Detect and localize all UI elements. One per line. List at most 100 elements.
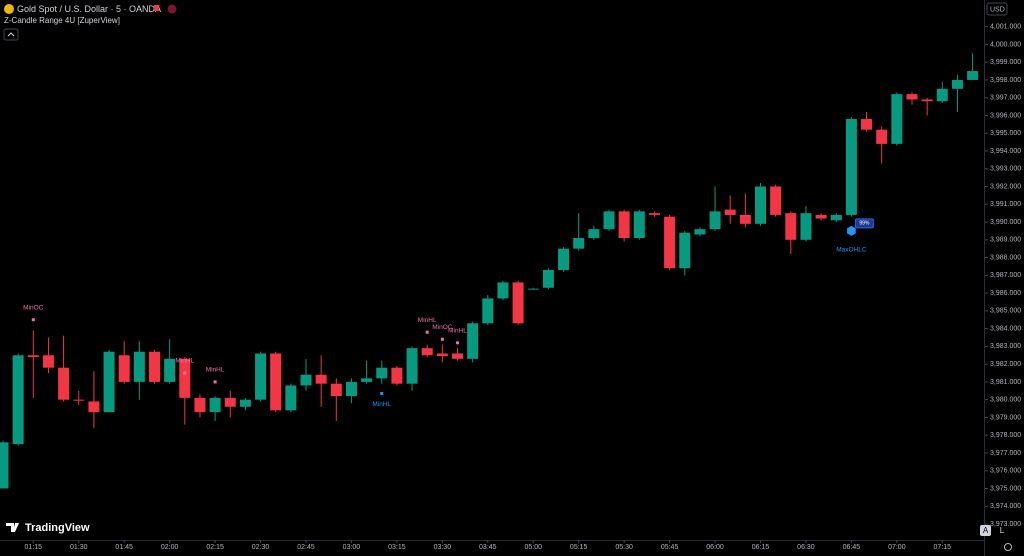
candle-body (27, 355, 39, 358)
y-tick-label: 3,983.000 (990, 343, 1021, 350)
x-tick-label: 05:45 (661, 544, 679, 551)
log-scale-label[interactable]: L (1000, 526, 1005, 535)
candle-body (209, 397, 221, 413)
x-tick-label: 02:30 (252, 544, 270, 551)
candle-body (709, 211, 721, 230)
candle-body (770, 186, 782, 215)
annotation-badge-box (854, 218, 874, 229)
x-tick-label: 03:45 (479, 544, 497, 551)
candle-body (815, 214, 827, 219)
y-tick-label: 3,997.000 (990, 95, 1021, 102)
x-tick-label: 01:45 (115, 544, 133, 551)
candle-body (133, 351, 145, 382)
y-tick-label: 4,001.000 (990, 23, 1021, 30)
x-tick-label: 07:15 (934, 544, 952, 551)
auto-scale-button[interactable] (980, 525, 991, 536)
y-tick-label: 3,993.000 (990, 166, 1021, 173)
x-tick-label: 02:15 (206, 544, 224, 551)
candle-body (164, 358, 176, 382)
x-tick-label: 01:15 (25, 544, 43, 551)
candle-body (224, 397, 236, 407)
y-tick-label: 3,992.000 (990, 183, 1021, 190)
x-tick-label: 02:45 (297, 544, 315, 551)
brand-logo (6, 523, 19, 532)
annotation-label: MinHL (175, 358, 194, 365)
y-tick-label: 4,000.000 (990, 41, 1021, 48)
annotation-label: MinHL (418, 317, 437, 324)
x-tick-label: 05:00 (524, 544, 542, 551)
candle-body (118, 355, 130, 382)
x-tick-label: 05:15 (570, 544, 588, 551)
annotation-marker (425, 330, 429, 334)
candle-body (300, 374, 312, 386)
x-tick-label: 05:30 (615, 544, 633, 551)
candle-body (558, 248, 570, 270)
annotation-badge: 99% (859, 221, 870, 227)
y-tick-label: 3,987.000 (990, 272, 1021, 279)
candle-body (618, 211, 630, 239)
annotation-marker (31, 318, 35, 322)
settings-icon[interactable] (1004, 543, 1012, 551)
candle-body (255, 353, 267, 400)
candle-body (482, 298, 494, 324)
y-tick-label: 3,984.000 (990, 325, 1021, 332)
candle-body (103, 351, 115, 413)
candle-body (951, 79, 963, 89)
collapse-button[interactable] (3, 28, 19, 41)
x-tick-label: 03:15 (388, 544, 406, 551)
candle-body (149, 351, 160, 382)
auto-scale-label[interactable]: A (983, 526, 989, 535)
candle-body (876, 129, 888, 144)
candle-body (270, 353, 282, 411)
candle-body (921, 99, 933, 102)
candle-body (391, 367, 403, 384)
flag-icon[interactable] (154, 5, 160, 11)
y-tick-label: 3,977.000 (990, 450, 1021, 457)
annotation-marker (440, 337, 444, 341)
y-tick-label: 3,980.000 (990, 397, 1021, 404)
annotation-label: MinOC (23, 304, 44, 311)
candle-body (542, 270, 554, 288)
currency-label[interactable]: USD (990, 6, 1005, 13)
candle-body (755, 186, 766, 224)
candle-body (58, 367, 70, 400)
candle-body (785, 213, 797, 240)
x-tick-label: 06:15 (752, 544, 770, 551)
x-tick-label: 03:00 (343, 544, 361, 551)
candle-body (512, 282, 524, 324)
candle-body (633, 211, 645, 239)
x-tick-label: 01:30 (70, 544, 88, 551)
status-icon[interactable] (167, 4, 177, 14)
candle-body (936, 88, 948, 102)
collapse-icon (7, 32, 15, 37)
candle-body (330, 383, 342, 397)
candle-body (648, 213, 660, 215)
y-tick-label: 3,979.000 (990, 414, 1021, 421)
annotation-label: MinHL (372, 401, 391, 408)
candle-body (12, 355, 24, 445)
currency-button[interactable] (986, 2, 1008, 16)
x-tick-label: 03:30 (434, 544, 452, 551)
y-tick-label: 3,994.000 (990, 148, 1021, 155)
x-tick-label: 06:00 (706, 544, 724, 551)
candle-body (285, 385, 297, 411)
candle-body (906, 94, 918, 100)
candle-body (588, 229, 600, 239)
candle-body (345, 381, 357, 397)
annotation-label: MinOC (432, 324, 453, 331)
y-tick-label: 3,995.000 (990, 130, 1021, 137)
candle-body (239, 399, 251, 407)
candle-body (800, 213, 812, 240)
candle-body (406, 348, 418, 384)
candle-body (467, 323, 479, 359)
annotation-marker (213, 380, 217, 384)
indicator-title: Z-Candle Range 4U [ZuperView] (4, 16, 120, 25)
candle-body (694, 229, 706, 235)
y-tick-label: 3,981.000 (990, 379, 1021, 386)
candle-body (573, 238, 585, 249)
candle-body (73, 399, 85, 401)
symbol-title: Gold Spot / U.S. Dollar · 5 · OANDA (17, 4, 161, 14)
y-tick-label: 3,974.000 (990, 503, 1021, 510)
candle-body (739, 214, 751, 224)
